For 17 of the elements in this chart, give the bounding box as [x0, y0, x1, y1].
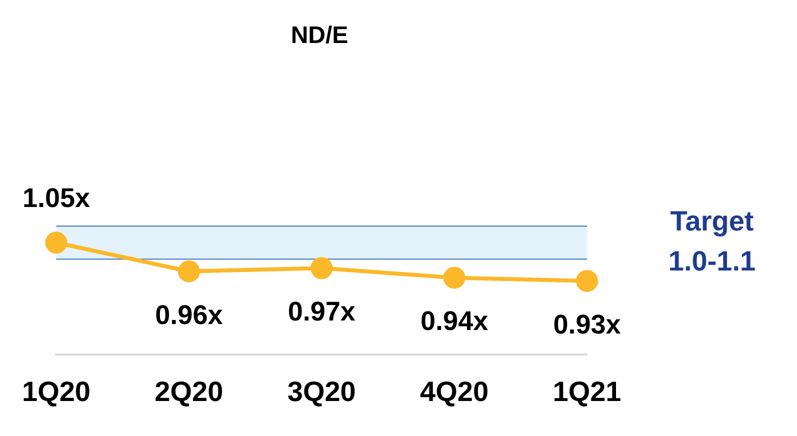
data-label: 0.94x	[420, 306, 488, 336]
x-tick-label: 3Q20	[287, 376, 356, 407]
point	[443, 266, 466, 289]
band-label: Target 1.0-1.1	[668, 205, 756, 276]
point	[310, 257, 333, 280]
x-tick-label: 2Q20	[154, 376, 224, 407]
data-label: 0.96x	[155, 300, 223, 330]
x-tick-label: 1Q20	[22, 376, 90, 407]
point	[576, 270, 598, 292]
data-label: 0.93x	[553, 309, 621, 340]
data-label: 1.05x	[22, 183, 90, 214]
data-label: 0.97x	[288, 296, 356, 327]
chart-title: ND/E	[290, 22, 348, 50]
point	[45, 232, 68, 254]
point	[178, 260, 200, 282]
x-tick-label: 4Q20	[420, 376, 489, 407]
x-tick-label: 1Q21	[552, 376, 622, 407]
